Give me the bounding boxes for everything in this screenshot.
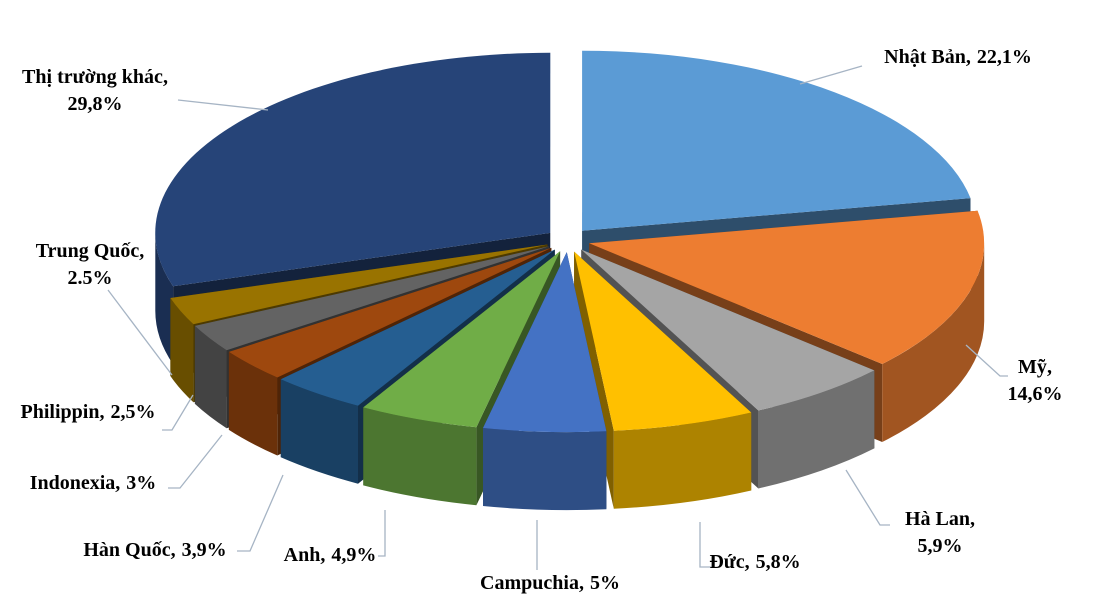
value-label: 5,9% xyxy=(918,535,963,557)
category-label: Trung Quốc xyxy=(36,240,140,262)
value-label: 2,5% xyxy=(110,401,155,423)
slice-top xyxy=(581,249,875,411)
slice-wall xyxy=(758,370,875,489)
separator: , xyxy=(320,544,325,566)
category-label: Anh xyxy=(284,544,321,566)
value-label: 5,8% xyxy=(756,551,801,573)
value-label: 3,9% xyxy=(182,539,227,561)
leader-line xyxy=(845,469,890,526)
category-label: Đức xyxy=(709,551,744,573)
slice-wall xyxy=(170,298,194,403)
separator: , xyxy=(970,508,975,530)
separator: , xyxy=(139,240,144,262)
leader-line xyxy=(168,434,223,489)
data-label: Campuchia, 5% xyxy=(480,572,620,594)
data-label: Nhật Bản, 22,1% xyxy=(884,46,1032,68)
value-label: 29,8% xyxy=(68,93,123,115)
slice-wall xyxy=(228,351,278,456)
separator: , xyxy=(163,66,168,88)
leader-line xyxy=(177,99,269,111)
slice-top xyxy=(280,249,555,406)
leader-line xyxy=(799,65,863,85)
slice-top xyxy=(155,52,551,287)
leader-line xyxy=(107,289,173,376)
data-label: Anh, 4,9% xyxy=(284,544,377,566)
data-label: Trung Quốc, 2.5% xyxy=(36,240,145,289)
pie xyxy=(155,50,985,511)
data-label: Hàn Quốc, 3,9% xyxy=(83,539,226,561)
slice-top xyxy=(170,244,548,325)
slice-wall xyxy=(363,407,477,506)
leader-line xyxy=(162,394,194,431)
slice-wall xyxy=(155,232,174,365)
slice-top xyxy=(363,251,561,428)
labels: Nhật Bản, 22,1% Mỹ, 14,6% Hà Lan, 5,9% Đức, 5,8… xyxy=(21,46,1063,594)
separator: , xyxy=(1047,356,1052,378)
leader-line xyxy=(237,474,284,552)
separator: , xyxy=(115,472,120,494)
slice-top xyxy=(228,247,552,378)
category-label: Hà Lan xyxy=(905,508,970,530)
value-label: 4,9% xyxy=(331,544,376,566)
category-label: Nhật Bản xyxy=(884,46,966,68)
slice-top xyxy=(582,50,971,231)
category-label: Philippin xyxy=(21,401,100,423)
value-label: 2.5% xyxy=(68,267,113,289)
slice-wall xyxy=(613,412,752,509)
data-label: Mỹ, 14,6% xyxy=(1008,356,1063,405)
separator: , xyxy=(966,46,971,68)
slice-top xyxy=(589,210,985,364)
slice-wall xyxy=(882,243,985,442)
leader-lines xyxy=(107,65,1008,570)
slice-top xyxy=(574,251,752,431)
slice-wall xyxy=(483,428,607,511)
data-label: Hà Lan, 5,9% xyxy=(905,508,975,557)
category-label: Hàn Quốc xyxy=(83,539,170,561)
data-label: Thị trường khác, 29,8% xyxy=(22,66,168,115)
value-label: 3% xyxy=(126,472,156,494)
value-label: 5% xyxy=(590,572,620,594)
category-label: Indonexia xyxy=(30,472,116,494)
category-label: Thị trường khác xyxy=(22,66,163,88)
separator: , xyxy=(99,401,104,423)
slice-wall xyxy=(280,379,358,484)
slice-top xyxy=(483,252,607,433)
separator: , xyxy=(171,539,176,561)
slice xyxy=(483,252,607,511)
category-label: Campuchia xyxy=(480,572,579,594)
data-label: Indonexia, 3% xyxy=(30,472,157,494)
leader-line xyxy=(378,510,386,557)
data-label: Đức, 5,8% xyxy=(709,551,800,573)
leader-line xyxy=(699,522,712,568)
value-label: 14,6% xyxy=(1008,383,1063,405)
data-label: Philippin, 2,5% xyxy=(21,401,156,423)
leader-line xyxy=(965,344,1008,377)
category-label: Mỹ xyxy=(1018,356,1047,378)
value-label: 22,1% xyxy=(977,46,1032,68)
slice-wall xyxy=(194,325,227,429)
separator: , xyxy=(579,572,584,594)
separator: , xyxy=(745,551,750,573)
slice-top xyxy=(194,246,550,351)
